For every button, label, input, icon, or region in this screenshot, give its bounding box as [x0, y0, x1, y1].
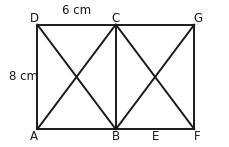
Text: 6 cm: 6 cm [62, 4, 91, 17]
Text: 8 cm: 8 cm [9, 70, 38, 83]
Text: G: G [193, 12, 202, 25]
Text: C: C [112, 12, 120, 25]
Text: E: E [151, 130, 159, 143]
Text: D: D [29, 12, 38, 25]
Text: A: A [30, 130, 38, 143]
Text: B: B [112, 130, 120, 143]
Text: F: F [194, 130, 201, 143]
